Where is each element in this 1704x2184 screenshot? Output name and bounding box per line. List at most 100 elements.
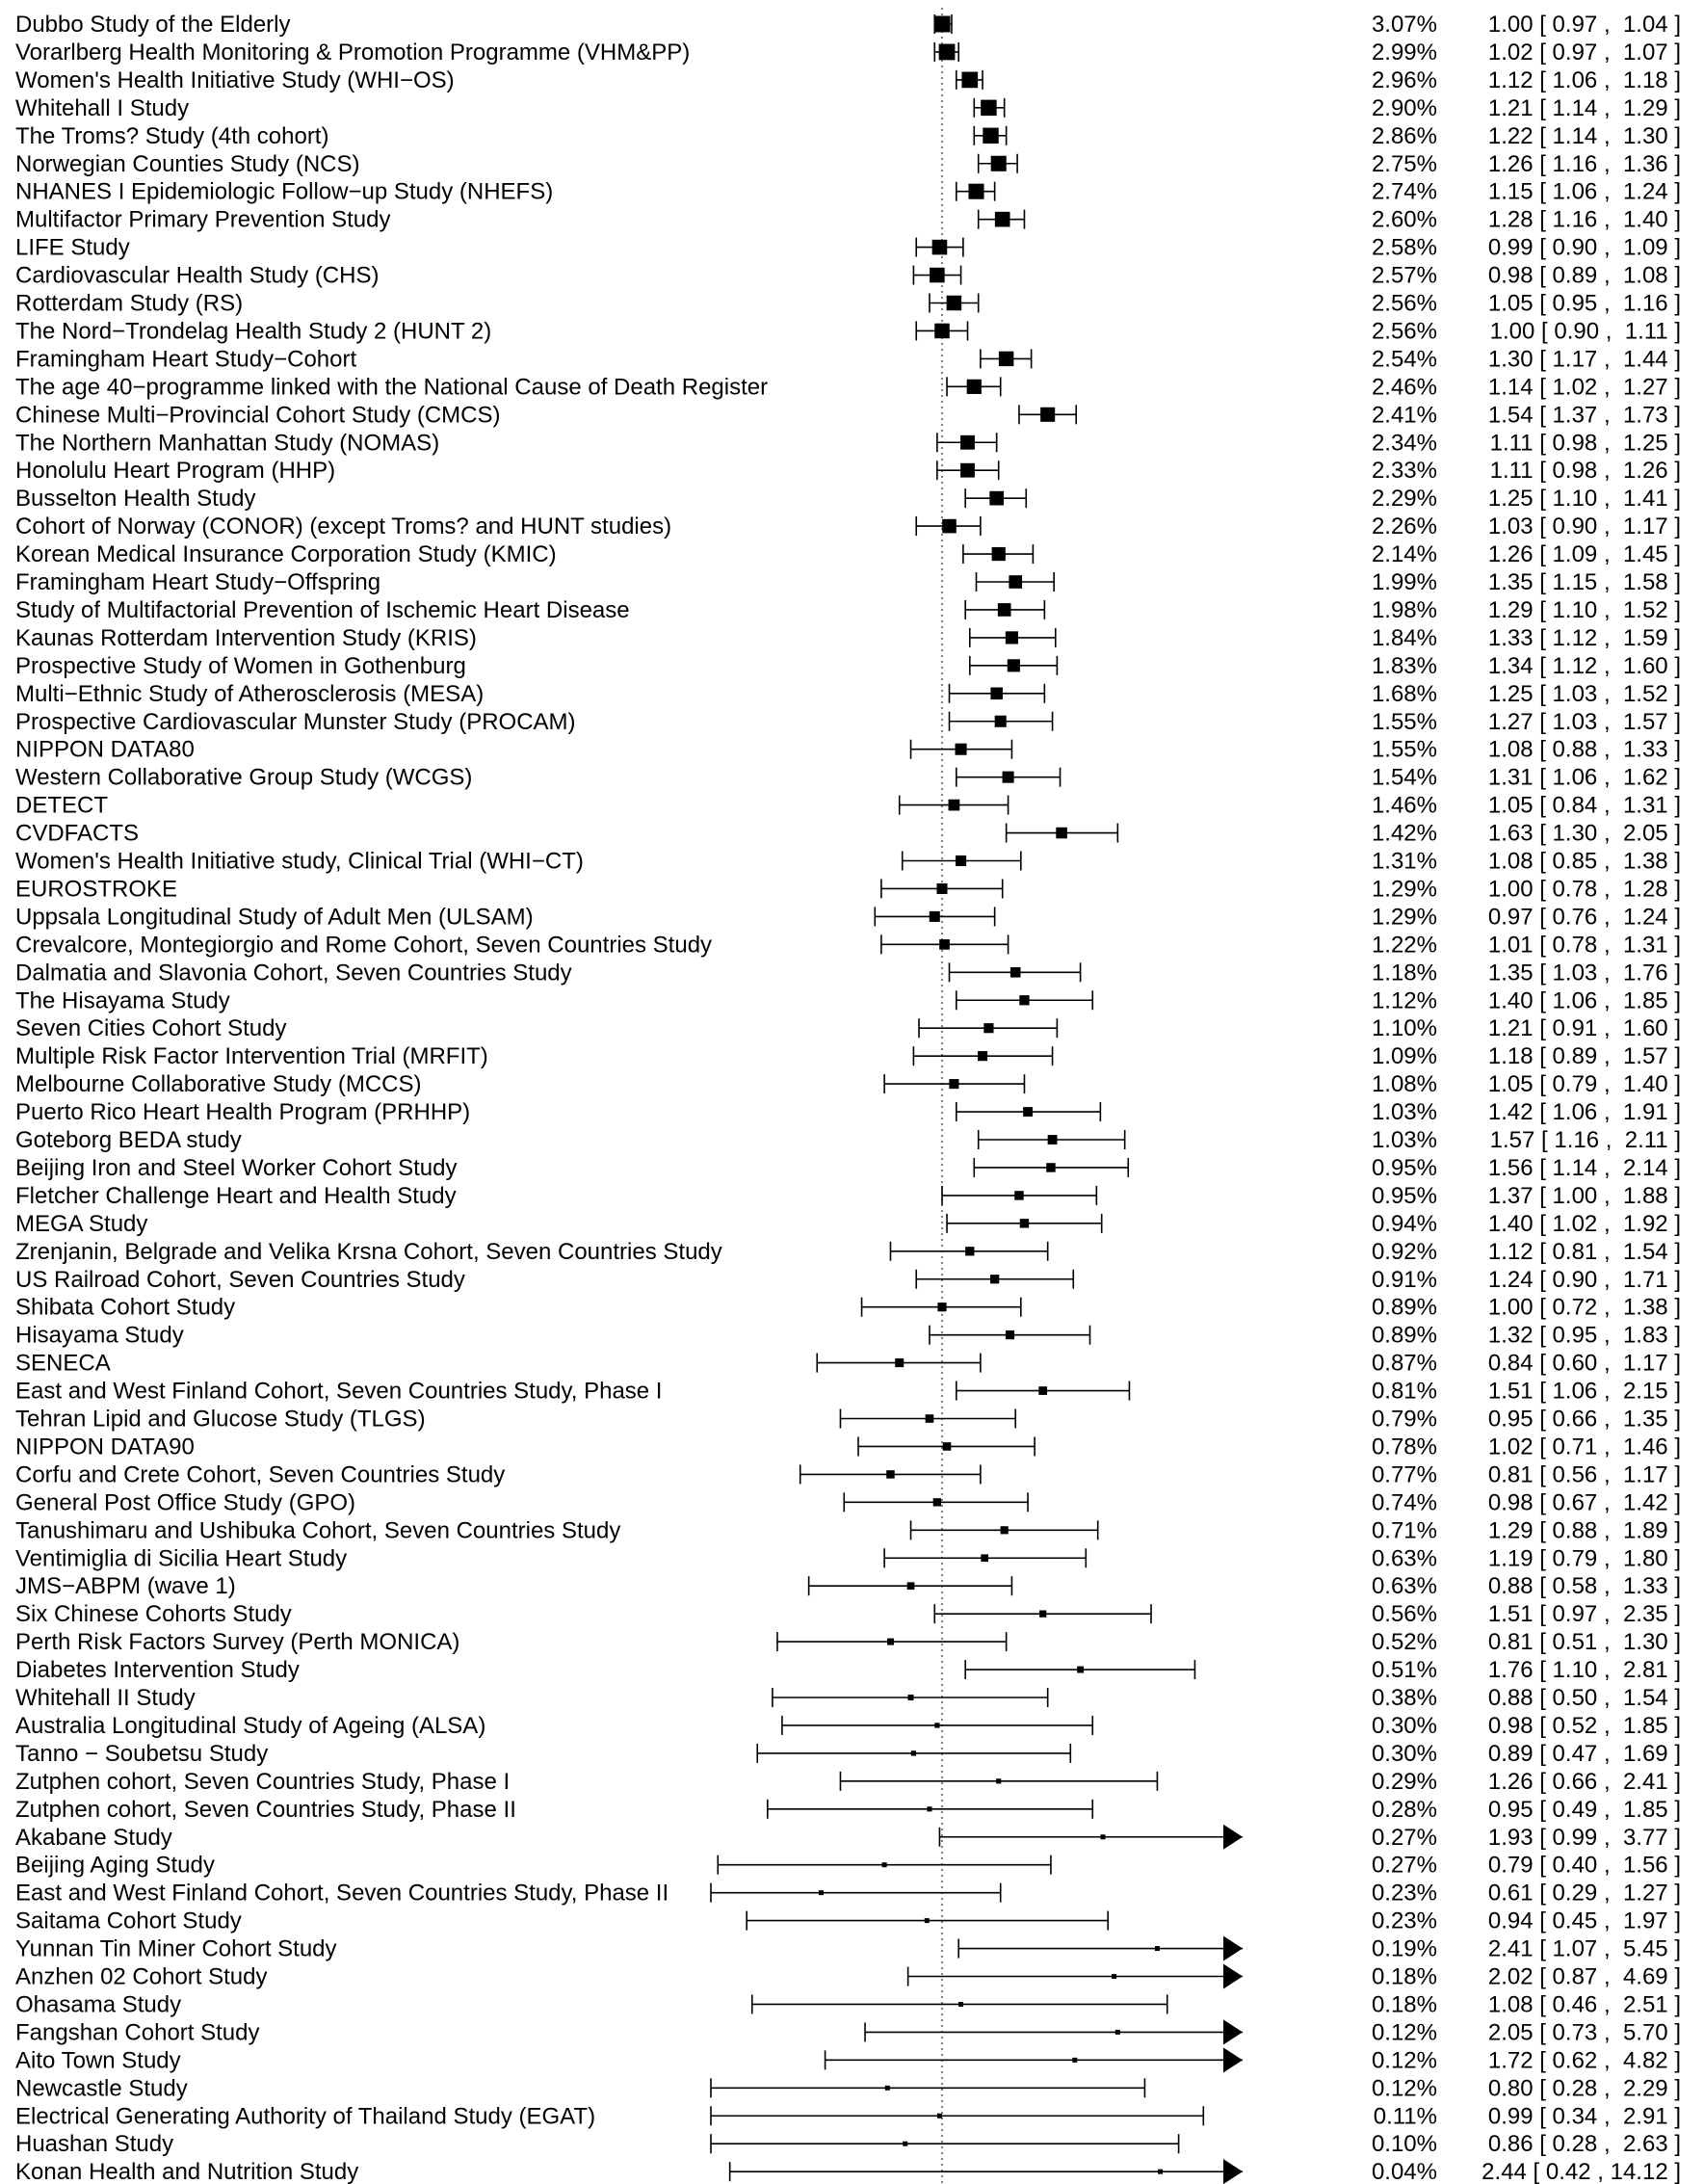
point-estimate-box (1112, 1974, 1117, 1979)
study-weight: 1.55% (1372, 709, 1437, 735)
study-name: Women's Health Initiative Study (WHI−OS) (15, 67, 455, 93)
study-name: Framingham Heart Study−Offspring (15, 569, 380, 595)
point-estimate-box (1114, 2029, 1120, 2035)
study-ci: 1.31 [ 1.06 , 1.62 ] (1488, 765, 1681, 791)
point-estimate-box (939, 938, 950, 950)
study-ci: 1.19 [ 0.79 , 1.80 ] (1488, 1545, 1681, 1571)
point-estimate-box (990, 1275, 1000, 1284)
study-name: Zrenjanin, Belgrade and Velika Krsna Coh… (15, 1239, 722, 1265)
study-ci: 1.37 [ 1.00 , 1.88 ] (1488, 1183, 1681, 1209)
study-ci: 0.84 [ 0.60 , 1.17 ] (1488, 1351, 1681, 1377)
study-row: Uppsala Longitudinal Study of Adult Men … (15, 904, 1681, 930)
study-row: Huashan Study 0.10% 0.86 [ 0.28 , 2.63 ] (15, 2131, 1681, 2157)
study-name: Whitehall I Study (15, 95, 189, 121)
study-row: Tanushimaru and Ushibuka Cohort, Seven C… (15, 1517, 1681, 1543)
point-estimate-box (910, 1750, 917, 1756)
study-name: NHANES I Epidemiologic Follow−up Study (… (15, 179, 553, 205)
study-row: Saitama Cohort Study 0.23% 0.94 [ 0.45 , 1… (15, 1908, 1681, 1934)
point-estimate-box (818, 1890, 824, 1896)
study-row: The age 40−programme linked with the Nat… (15, 374, 1681, 400)
study-name: EUROSTROKE (15, 876, 177, 902)
study-name: MEGA Study (15, 1211, 147, 1237)
study-name: Zutphen cohort, Seven Countries Study, P… (15, 1797, 516, 1823)
study-name: Korean Medical Insurance Corporation Stu… (15, 541, 557, 567)
study-ci: 2.02 [ 0.87 , 4.69 ] (1488, 1964, 1681, 1990)
study-weight: 1.12% (1372, 987, 1437, 1013)
study-weight: 0.95% (1372, 1155, 1437, 1181)
point-estimate-box (968, 183, 984, 199)
study-ci: 0.97 [ 0.76 , 1.24 ] (1488, 904, 1681, 930)
study-ci: 0.79 [ 0.40 , 1.56 ] (1488, 1853, 1681, 1879)
study-ci: 1.51 [ 1.06 , 2.15 ] (1488, 1379, 1681, 1405)
study-weight: 0.23% (1372, 1881, 1437, 1907)
study-ci: 1.00 [ 0.78 , 1.28 ] (1488, 876, 1681, 902)
study-weight: 0.71% (1372, 1517, 1437, 1543)
study-weight: 0.91% (1372, 1267, 1437, 1293)
point-estimate-box (948, 799, 960, 811)
study-row: Ohasama Study 0.18% 1.08 [ 0.46 , 2.51 ] (15, 1991, 1681, 2017)
study-row: EUROSTROKE 1.29% 1.00 [ 0.78 , 1.28 ] (15, 876, 1681, 902)
study-row: Women's Health Initiative Study (WHI−OS)… (15, 67, 1681, 93)
study-weight: 0.30% (1372, 1713, 1437, 1739)
study-row: Hisayama Study 0.89% 1.32 [ 0.95 , 1.83 ] (15, 1323, 1681, 1349)
study-ci: 0.80 [ 0.28 , 2.29 ] (1488, 2075, 1681, 2101)
point-estimate-box (938, 43, 956, 61)
study-row: The Troms? Study (4th cohort) 2.86% 1.22 [… (15, 123, 1681, 149)
study-ci: 0.86 [ 0.28 , 2.63 ] (1488, 2131, 1681, 2157)
study-weight: 1.22% (1372, 932, 1437, 958)
point-estimate-box (983, 127, 999, 145)
study-weight: 1.10% (1372, 1015, 1437, 1041)
study-weight: 0.27% (1372, 1853, 1437, 1879)
study-ci: 1.02 [ 0.71 , 1.46 ] (1488, 1434, 1681, 1460)
point-estimate-box (903, 2141, 908, 2146)
study-row: NIPPON DATA80 1.55% 1.08 [ 0.88 , 1.33 ] (15, 737, 1681, 763)
study-ci: 1.02 [ 0.97 , 1.07 ] (1488, 39, 1681, 66)
point-estimate-box (932, 1498, 942, 1507)
study-weight: 2.99% (1372, 39, 1437, 66)
study-row: Aito Town Study 0.12% 1.72 [ 0.62 , 4.82 ] (15, 2047, 1681, 2073)
study-name: Dubbo Study of the Elderly (15, 12, 291, 38)
study-weight: 2.90% (1372, 95, 1437, 121)
point-estimate-box (1005, 1330, 1015, 1340)
study-name: Aito Town Study (15, 2047, 181, 2073)
point-estimate-box (930, 267, 945, 283)
study-ci: 1.18 [ 0.89 , 1.57 ] (1488, 1043, 1681, 1069)
study-name: Perth Risk Factors Survey (Perth MONICA) (15, 1629, 459, 1655)
study-row: Australia Longitudinal Study of Ageing (… (15, 1713, 1681, 1739)
study-ci: 1.40 [ 1.06 , 1.85 ] (1488, 987, 1681, 1013)
study-weight: 0.81% (1372, 1379, 1437, 1405)
study-weight: 1.29% (1372, 876, 1437, 902)
study-name: Beijing Aging Study (15, 1853, 215, 1879)
point-estimate-box (886, 1470, 895, 1479)
study-name: The Northern Manhattan Study (NOMAS) (15, 430, 439, 456)
study-weight: 2.54% (1372, 346, 1437, 372)
point-estimate-box (946, 295, 962, 311)
study-name: Melbourne Collaborative Study (MCCS) (15, 1071, 422, 1097)
study-ci: 0.98 [ 0.52 , 1.85 ] (1488, 1713, 1681, 1739)
point-estimate-box (1005, 631, 1019, 645)
study-weight: 0.95% (1372, 1183, 1437, 1209)
study-row: Norwegian Counties Study (NCS) 2.75% 1.26 … (15, 151, 1681, 177)
study-name: Crevalcore, Montegiorgio and Rome Cohort… (15, 932, 712, 958)
study-weight: 0.89% (1372, 1295, 1437, 1321)
study-row: East and West Finland Cohort, Seven Coun… (15, 1881, 1681, 1907)
study-name: Goteborg BEDA study (15, 1127, 242, 1153)
study-ci: 1.54 [ 1.37 , 1.73 ] (1488, 402, 1681, 428)
study-weight: 0.23% (1372, 1908, 1437, 1934)
study-row: Zrenjanin, Belgrade and Velika Krsna Coh… (15, 1239, 1681, 1265)
study-name: Akabane Study (15, 1825, 172, 1851)
study-row: Zutphen cohort, Seven Countries Study, P… (15, 1797, 1681, 1823)
study-row: Rotterdam Study (RS) 2.56% 1.05 [ 0.95 , 1… (15, 291, 1681, 317)
study-ci: 1.40 [ 1.02 , 1.92 ] (1488, 1211, 1681, 1237)
study-ci: 1.11 [ 0.98 , 1.25 ] (1490, 430, 1681, 456)
point-estimate-box (936, 2113, 942, 2118)
study-weight: 0.74% (1372, 1489, 1437, 1515)
study-ci: 0.94 [ 0.45 , 1.97 ] (1488, 1908, 1681, 1934)
point-estimate-box (961, 71, 979, 89)
study-name: US Railroad Cohort, Seven Countries Stud… (15, 1267, 465, 1293)
study-name: Yunnan Tin Miner Cohort Study (15, 1936, 337, 1962)
point-estimate-box (1019, 995, 1030, 1006)
study-name: LIFE Study (15, 235, 130, 261)
study-row: NIPPON DATA90 0.78% 1.02 [ 0.71 , 1.46 ] (15, 1434, 1681, 1460)
study-weight: 1.03% (1372, 1099, 1437, 1125)
